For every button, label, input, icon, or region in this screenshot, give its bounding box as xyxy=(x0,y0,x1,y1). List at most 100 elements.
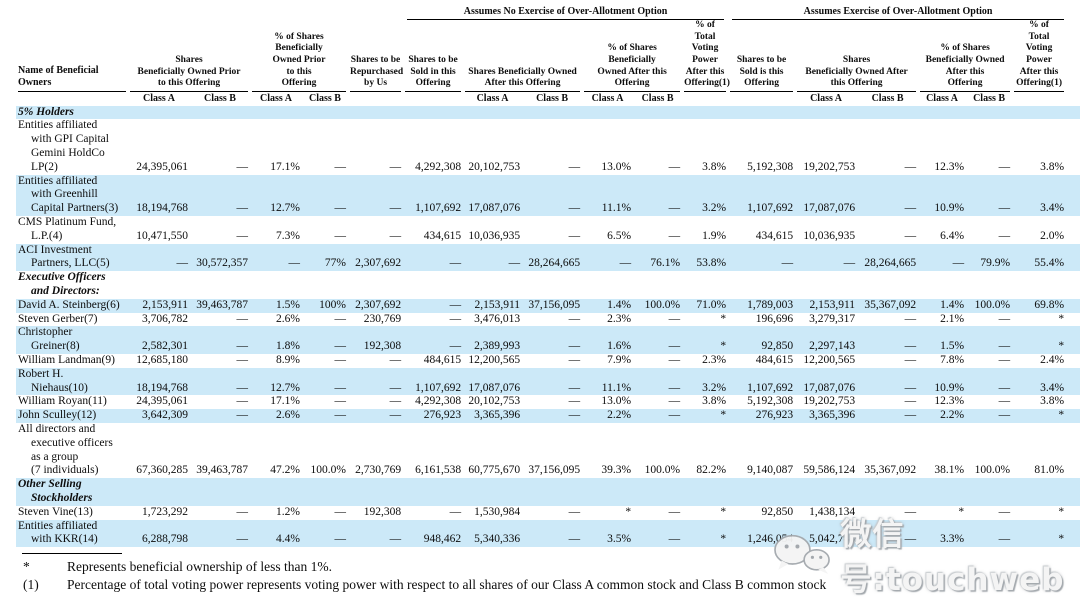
row-name: William Landman(9) xyxy=(18,354,115,366)
footnote-divider xyxy=(22,553,122,555)
table-cell: 39,463,787 xyxy=(196,464,248,477)
table-cell: 19,202,753 xyxy=(803,160,856,173)
table-cell: — xyxy=(668,202,681,215)
table-cell: 1,107,692 xyxy=(415,202,462,215)
subcol-class-a: Class A xyxy=(476,92,509,104)
table-cell: 3,706,782 xyxy=(142,312,188,325)
row-name: John Sculley(12) xyxy=(18,409,97,422)
table-cell: 1,789,003 xyxy=(747,298,794,311)
table-cell: — xyxy=(904,202,917,215)
table-row: Christopher Greiner(8) 2,582,301 — 1.8% — 192… xyxy=(16,326,1080,354)
table-cell: 434,615 xyxy=(755,229,794,242)
table-cell: 10.9% xyxy=(934,381,965,394)
col-pct-after-no-exercise: % of Shares Beneficially Owned After thi… xyxy=(582,20,682,92)
col-voting-no-exercise: % of Total Voting Power After this Offer… xyxy=(682,20,730,92)
table-cell: 11.1% xyxy=(601,202,632,215)
table-row: Entities affiliated with Greenhill Capit… xyxy=(16,174,1080,217)
table-cell: — xyxy=(236,202,249,215)
table-cell: — xyxy=(236,312,249,325)
table-cell: 484,615 xyxy=(423,354,462,366)
table-cell: * xyxy=(720,505,727,518)
table-cell: — xyxy=(236,354,249,366)
row-name: William Royan(11) xyxy=(18,395,107,408)
table-row: Executive Officers and Directors: xyxy=(16,271,1080,299)
column-header-row: Name of Beneficial Owners Shares Benefic… xyxy=(16,20,1080,92)
subcol-class-a: Class A xyxy=(143,92,175,104)
table-cell: 24,395,061 xyxy=(136,160,188,173)
table-cell: — xyxy=(334,354,347,366)
col-shares-after-no-exercise: Shares Beneficially Owned After this Off… xyxy=(463,20,582,92)
table-cell: 28,264,665 xyxy=(864,257,917,270)
table-cell: — xyxy=(668,160,681,173)
table-cell: — xyxy=(236,533,249,546)
col-name-of-beneficial-owners: Name of Beneficial Owners xyxy=(16,20,128,92)
table-cell: 3,279,317 xyxy=(809,312,856,325)
table-cell: 2.4% xyxy=(1040,354,1065,366)
table-cell: — xyxy=(998,409,1011,422)
row-name: All directors and executive officers as … xyxy=(18,422,113,477)
table-cell: 3,476,013 xyxy=(474,312,521,325)
col-shares-after-exercise: Shares Beneficially Owned After this Off… xyxy=(795,20,918,92)
table-cell: 6,288,798 xyxy=(142,533,188,546)
table-cell: 100.0% xyxy=(644,464,681,477)
table-cell: — xyxy=(668,229,681,242)
table-cell: 2,307,692 xyxy=(355,257,402,270)
table-cell: — xyxy=(568,533,581,546)
section-label: 5% Holders xyxy=(18,105,74,118)
table-cell: — xyxy=(568,409,581,422)
table-cell: 3.8% xyxy=(1040,160,1065,173)
table-cell: — xyxy=(236,395,249,408)
table-cell: — xyxy=(998,505,1011,518)
footnote-symbol: * xyxy=(23,559,30,575)
table-cell: — xyxy=(176,257,189,270)
table-cell: — xyxy=(904,533,917,546)
table-cell: — xyxy=(389,395,402,408)
table-row: William Landman(9) 12,685,180 — 8.9% — — 484,6… xyxy=(16,354,1080,368)
group-header-row: Assumes No Exercise of Over-Allotment Op… xyxy=(16,4,1080,21)
section-label: Executive Officers and Directors: xyxy=(18,271,106,298)
table-cell: — xyxy=(619,257,632,270)
table-cell: 77% xyxy=(324,257,346,270)
table-cell: — xyxy=(568,340,581,353)
table-row: Other Selling Stockholders xyxy=(16,478,1080,506)
group-no-exercise: Assumes No Exercise of Over-Allotment Op… xyxy=(403,4,728,21)
table-cell: 3.3% xyxy=(940,533,965,546)
table-cell: 2.3% xyxy=(702,354,727,366)
table-cell: 37,156,095 xyxy=(528,464,581,477)
table-cell: 10,471,550 xyxy=(136,229,188,242)
table-cell: — xyxy=(389,229,402,242)
table-cell: 47.2% xyxy=(270,464,300,477)
table-cell: 92,850 xyxy=(761,505,794,518)
beneficial-ownership-table: Assumes No Exercise of Over-Allotment Op… xyxy=(16,4,1080,548)
table-cell: 12,200,565 xyxy=(803,354,856,366)
table-cell: 92,850 xyxy=(761,340,794,353)
table-cell: 192,308 xyxy=(363,340,402,353)
table-cell: 20,102,753 xyxy=(468,160,521,173)
table-cell: 6.4% xyxy=(940,229,965,242)
table-cell: — xyxy=(568,395,581,408)
table-cell: — xyxy=(389,381,402,394)
row-name: Entities affiliated with GPI Capital Gem… xyxy=(18,119,109,173)
table-cell: 59,586,124 xyxy=(803,464,856,477)
table-cell: 30,572,357 xyxy=(196,257,248,270)
table-cell: — xyxy=(998,202,1011,215)
table-cell: 38.1% xyxy=(934,464,965,477)
table-cell: 82.2% xyxy=(696,464,727,477)
table-cell: * xyxy=(1058,409,1065,422)
table-cell: — xyxy=(334,533,347,546)
table-cell: — xyxy=(449,340,462,353)
table-cell: 81.0% xyxy=(1034,464,1065,477)
table-cell: 3.8% xyxy=(702,395,727,408)
table-cell: 1.6% xyxy=(607,340,632,353)
table-cell: — xyxy=(236,409,249,422)
table-cell: — xyxy=(288,257,301,270)
table-cell: 39.3% xyxy=(601,464,632,477)
table-cell: 69.8% xyxy=(1034,298,1065,311)
table-cell: 2.6% xyxy=(276,312,300,325)
col-sold-exercise: Shares to be Sold is this Offering xyxy=(728,20,795,92)
table-cell: 1.9% xyxy=(702,229,727,242)
table-body: 5% Holders Entities affiliated with GPI C… xyxy=(16,105,1080,548)
table-cell: 100.0% xyxy=(310,464,346,477)
table-cell: — xyxy=(334,340,347,353)
table-cell: — xyxy=(449,312,462,325)
